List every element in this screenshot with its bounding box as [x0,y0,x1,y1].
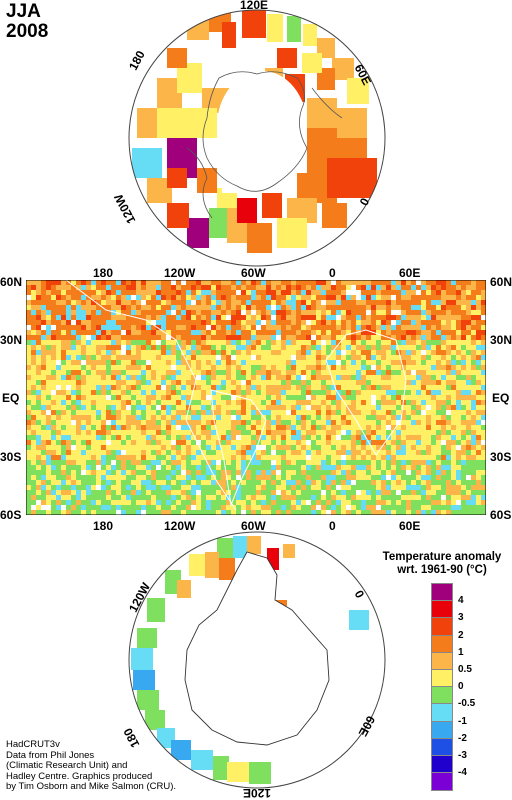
legend-swatch [431,651,453,671]
band-right-lat-60s: 60S [490,508,512,522]
legend-swatch [431,754,453,775]
season-title: JJA [6,1,41,22]
year-title: 2008 [6,21,49,42]
legend-tick-label: -2 [458,732,467,744]
band-top-lon-120w: 120W [164,266,196,280]
north-polar-map [128,9,386,267]
band-bottom-lon-60e: 60E [399,519,421,533]
band-right-lat-60n: 60N [490,275,512,289]
south-label-120e: 120E [243,786,272,800]
band-top-lon-60w: 60W [241,266,266,280]
legend-swatch [431,720,453,740]
legend-tick-label: -3 [458,750,467,761]
credits-line: (Climatic Research Unit) and [6,760,128,771]
band-left-lat-60n: 60N [0,275,23,289]
legend-tick-label: 4 [458,595,464,607]
credits-line: HadCRUT3v [6,739,60,750]
legend-swatch [431,668,453,689]
band-left-lat-30n: 30N [0,333,23,347]
legend-tick-label: 0 [458,681,464,693]
north-anomaly-cells [129,10,385,266]
band-bottom-lon-60w: 60W [241,519,266,533]
legend-tick-label: 0.5 [458,664,472,675]
legend-tick-label: -0.5 [458,698,476,710]
band-right-lat-eq: EQ [492,391,510,405]
legend-swatch [431,686,453,706]
legend-tick-label: -1 [458,715,467,727]
credits-line: Hadley Centre. Graphics produced [6,770,153,782]
legend-swatch [431,600,453,620]
band-map [26,280,486,515]
south-polar-map [128,531,386,789]
band-bottom-lon-120w: 120W [164,519,196,533]
legend-tick-label: 1 [458,646,464,658]
legend-swatch [431,582,453,603]
credits-line: Data from Phil Jones [6,749,95,761]
legend-swatch [431,772,453,792]
north-label-120e: 120E [240,0,269,12]
band-left-lat-60s: 60S [0,508,22,522]
band-right-lat-30s: 30S [490,450,512,464]
band-top-lon-180: 180 [93,266,114,280]
band-bottom-lon-180: 180 [93,519,114,533]
legend-tick-label: -4 [458,767,467,779]
legend-swatch [431,634,453,654]
legend-swatch [431,737,453,757]
credits-line: by Tim Osborn and Mike Salmon (CRU). [6,781,176,792]
legend-swatch [431,617,453,637]
legend-tick-label: 2 [458,629,464,641]
band-left-lat-30s: 30S [0,450,22,464]
band-anomaly-cells [26,280,486,515]
band-left-lat-eq: EQ [2,391,20,405]
band-top-lon-0: 0 [329,266,336,280]
legend-title-line1: Temperature anomaly [382,551,502,563]
legend-tick-label: 3 [458,612,464,624]
band-bottom-lon-0: 0 [329,519,336,533]
legend-title-line2: wrt. 1961-90 (°C) [397,564,487,576]
band-top-lon-60e: 60E [399,266,421,280]
legend-title: Temperature anomaly wrt. 1961-90 (°C) [372,551,512,577]
band-right-lat-30n: 30N [490,333,512,347]
legend-swatch [431,703,453,723]
credits: HadCRUT3v Data from Phil Jones (Climatic… [6,739,176,793]
